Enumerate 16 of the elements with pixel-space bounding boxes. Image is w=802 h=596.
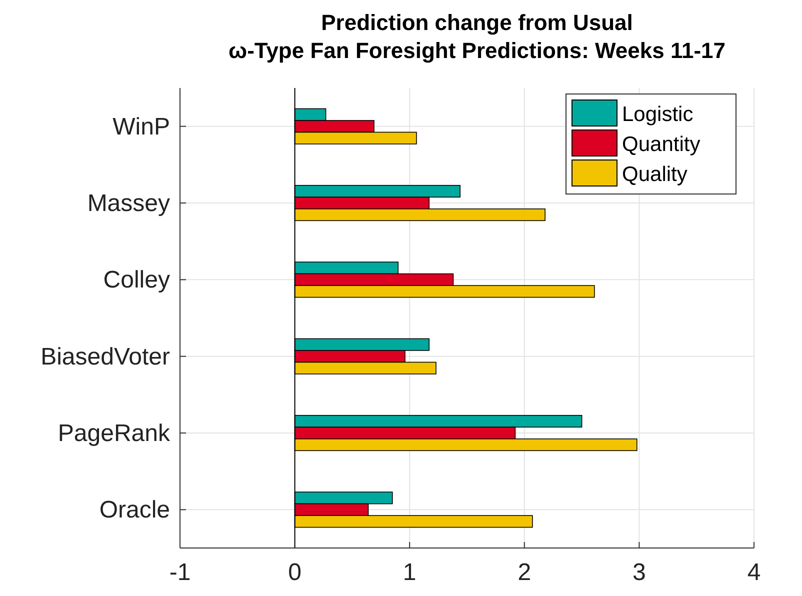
y-tick-label: WinP: [112, 113, 170, 140]
legend-label: Quantity: [622, 133, 701, 156]
x-tick-label: 0: [288, 559, 302, 586]
y-tick-label: Oracle: [99, 496, 170, 524]
x-tick-label: 3: [632, 559, 646, 586]
legend-label: Quality: [622, 163, 688, 186]
y-tick-label: BiasedVoter: [40, 343, 170, 370]
y-tick-label: Massey: [87, 190, 170, 217]
y-tick-label: Colley: [103, 266, 170, 294]
y-tick-label: PageRank: [58, 420, 171, 447]
x-tick-label: 4: [747, 559, 761, 586]
x-tick-label: -1: [169, 559, 191, 586]
x-tick-label: 2: [518, 559, 532, 586]
x-tick-label: 1: [402, 559, 416, 586]
chart-title: Prediction change from Usual ω-Type Fan Foresight Predictions: Weeks 11-17: [228, 10, 726, 63]
legend-label: Logistic: [622, 103, 694, 126]
